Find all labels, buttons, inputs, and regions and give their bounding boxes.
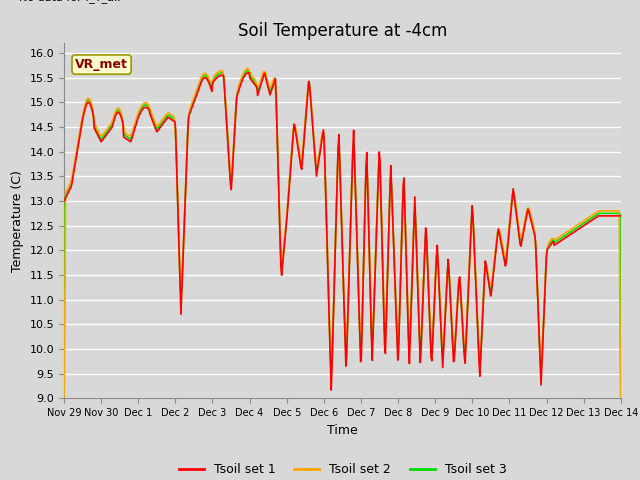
Y-axis label: Temperature (C): Temperature (C)	[11, 170, 24, 272]
Tsoil set 1	[70, 168, 78, 173]
Tsoil set 2	[617, 396, 625, 401]
Tsoil set 2	[184, 128, 192, 134]
Tsoil set 1	[244, 70, 252, 76]
Tsoil set 2	[428, 335, 435, 341]
Tsoil set 3	[60, 396, 68, 401]
Tsoil set 1	[127, 137, 135, 143]
Tsoil set 1	[60, 198, 68, 204]
Tsoil set 3	[244, 68, 252, 73]
Text: No data for f_T_air: No data for f_T_air	[19, 0, 122, 3]
Tsoil set 1	[617, 213, 625, 219]
Tsoil set 1	[428, 358, 436, 364]
Tsoil set 3	[428, 347, 435, 352]
Text: VR_met: VR_met	[75, 58, 128, 71]
Tsoil set 3	[617, 396, 625, 401]
Line: Tsoil set 1: Tsoil set 1	[64, 73, 621, 390]
Legend: Tsoil set 1, Tsoil set 2, Tsoil set 3: Tsoil set 1, Tsoil set 2, Tsoil set 3	[173, 458, 511, 480]
Line: Tsoil set 2: Tsoil set 2	[64, 68, 621, 398]
Tsoil set 2	[70, 163, 78, 168]
Tsoil set 3	[70, 165, 78, 171]
Line: Tsoil set 3: Tsoil set 3	[64, 71, 621, 398]
Tsoil set 1	[214, 74, 221, 80]
Tsoil set 3	[214, 72, 221, 78]
Tsoil set 1	[412, 217, 419, 223]
Tsoil set 2	[244, 65, 252, 71]
Tsoil set 3	[184, 126, 192, 132]
Tsoil set 2	[60, 396, 68, 401]
Tsoil set 3	[127, 134, 135, 140]
Tsoil set 2	[127, 131, 135, 137]
X-axis label: Time: Time	[327, 424, 358, 437]
Tsoil set 3	[411, 208, 419, 214]
Tsoil set 1	[327, 387, 335, 393]
Title: Soil Temperature at -4cm: Soil Temperature at -4cm	[237, 22, 447, 40]
Tsoil set 2	[411, 218, 419, 224]
Tsoil set 1	[184, 126, 192, 132]
Tsoil set 2	[214, 70, 221, 75]
